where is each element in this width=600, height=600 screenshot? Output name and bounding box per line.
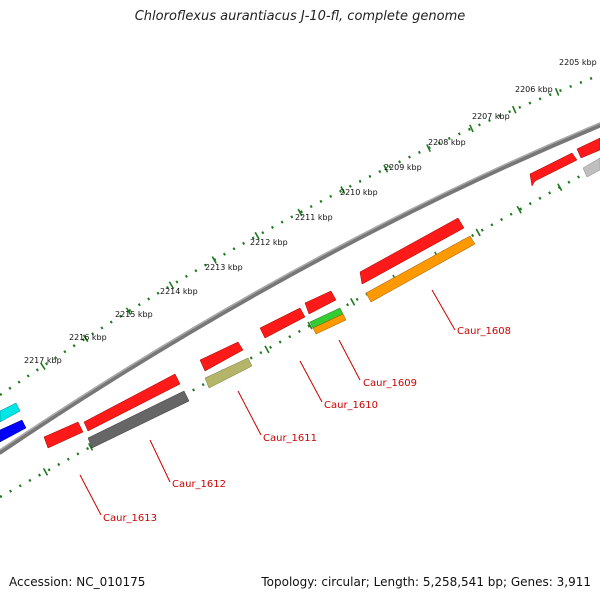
kbp-tick-label: 2211 kbp bbox=[295, 213, 333, 222]
kbp-tick-label: 2217 kbp bbox=[24, 356, 62, 365]
gene-feature[interactable] bbox=[87, 390, 190, 449]
kbp-tick-label: 2215 kbp bbox=[115, 310, 153, 319]
gene-label[interactable]: Caur_1612 bbox=[172, 479, 226, 490]
major-tick bbox=[475, 228, 481, 237]
kbp-tick-label: 2213 kbp bbox=[205, 263, 243, 272]
gene-feature[interactable] bbox=[304, 290, 337, 315]
gene-label[interactable]: Caur_1609 bbox=[363, 378, 417, 389]
major-tick bbox=[554, 87, 560, 96]
gene-feature[interactable] bbox=[312, 313, 347, 335]
major-tick bbox=[125, 307, 132, 316]
kbp-tick-label: 2209 kbp bbox=[384, 163, 422, 172]
gene-feature[interactable] bbox=[43, 421, 84, 449]
gene-feature[interactable] bbox=[83, 373, 181, 432]
tick-track-outer bbox=[0, 73, 600, 397]
genome-backbone-highlight bbox=[0, 122, 600, 451]
major-tick bbox=[297, 208, 303, 217]
cog-features bbox=[0, 157, 600, 449]
major-tick bbox=[340, 186, 346, 195]
genome-backbone bbox=[0, 122, 600, 455]
kbp-tick-label: 2212 kbp bbox=[250, 238, 288, 247]
gene-label-leaders bbox=[79, 289, 456, 516]
kbp-tick-label: 2206 kbp bbox=[515, 85, 553, 94]
kbp-tick-label: 2216 kbp bbox=[69, 333, 107, 342]
kbp-tick-label: 2214 kbp bbox=[160, 287, 198, 296]
major-tick bbox=[42, 467, 49, 476]
kbp-tick-label: 2205 kbp bbox=[559, 58, 597, 67]
gene-label[interactable]: Caur_1611 bbox=[263, 433, 317, 444]
kbp-tick-labels: 2205 kbp 2206 kbp 2207 kbp 2208 kbp 2209… bbox=[24, 58, 597, 365]
major-tick bbox=[516, 205, 522, 214]
gene-feature[interactable] bbox=[259, 307, 306, 339]
leader-line bbox=[338, 339, 361, 381]
page-title: Chloroflexus aurantiacus J-10-fl, comple… bbox=[134, 9, 466, 24]
gene-feature[interactable] bbox=[576, 137, 600, 159]
major-tick bbox=[557, 183, 563, 192]
major-tick bbox=[469, 124, 474, 133]
gene-feature[interactable] bbox=[582, 157, 600, 178]
major-tick bbox=[307, 321, 313, 330]
major-tick bbox=[350, 298, 356, 306]
gene-feature[interactable] bbox=[359, 217, 465, 285]
accession-label: Accession: NC_010175 bbox=[9, 575, 146, 589]
outer-major-ticks bbox=[39, 87, 560, 370]
major-tick bbox=[82, 334, 89, 343]
gene-feature[interactable] bbox=[204, 357, 253, 389]
major-tick bbox=[426, 144, 431, 153]
gene-label[interactable]: Caur_1610 bbox=[324, 400, 378, 411]
kbp-tick-label: 2207 kbp bbox=[472, 112, 510, 121]
major-tick bbox=[511, 105, 517, 114]
gene-feature[interactable] bbox=[365, 235, 476, 303]
kbp-tick-label: 2210 kbp bbox=[340, 188, 378, 197]
gene-feature[interactable] bbox=[199, 341, 244, 372]
leader-line bbox=[299, 360, 323, 403]
leader-line bbox=[79, 474, 102, 516]
leader-line bbox=[431, 289, 456, 331]
major-tick bbox=[254, 231, 260, 240]
major-tick bbox=[39, 362, 46, 370]
gene-feature[interactable] bbox=[529, 152, 578, 187]
gene-label[interactable]: Caur_1613 bbox=[103, 513, 157, 524]
major-tick bbox=[87, 442, 94, 451]
cds-features bbox=[43, 137, 600, 449]
gene-feature[interactable] bbox=[0, 402, 21, 423]
major-tick bbox=[383, 164, 389, 173]
gene-label[interactable]: Caur_1608 bbox=[457, 326, 511, 337]
leader-line bbox=[149, 439, 171, 483]
leader-line bbox=[237, 390, 262, 436]
gene-feature[interactable] bbox=[0, 419, 27, 443]
kbp-tick-label: 2208 kbp bbox=[428, 138, 466, 147]
major-tick bbox=[168, 281, 175, 290]
gene-labels: Caur_1608 Caur_1609 Caur_1610 Caur_1611 … bbox=[103, 326, 511, 524]
major-tick bbox=[211, 256, 217, 264]
genome-info-label: Topology: circular; Length: 5,258,541 bp… bbox=[261, 575, 591, 589]
major-tick bbox=[264, 345, 270, 354]
